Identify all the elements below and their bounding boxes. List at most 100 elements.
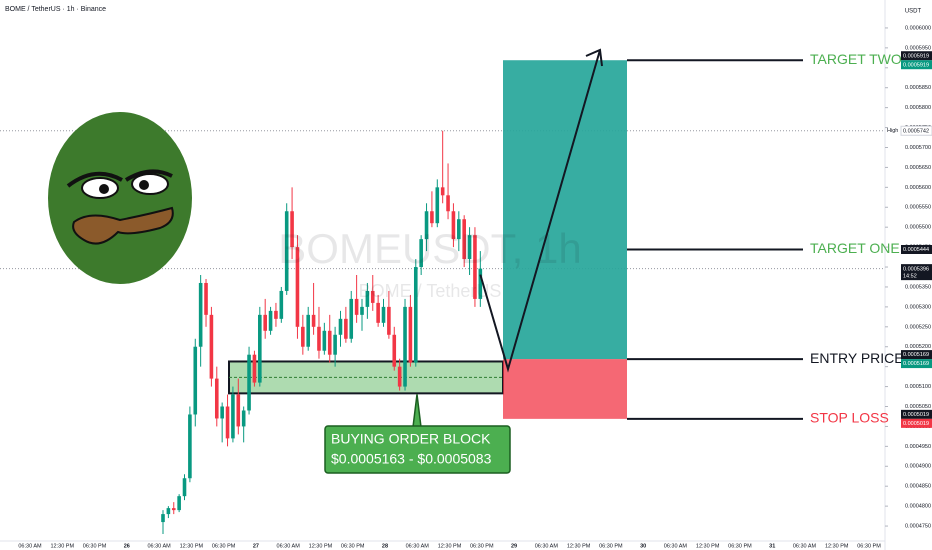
level-label: ENTRY PRICE (810, 350, 904, 366)
x-tick-label: 31 (769, 543, 775, 549)
candle-body (381, 306, 386, 323)
candle-body (214, 378, 219, 419)
pepe-eye (131, 173, 169, 195)
candle-body (403, 306, 407, 387)
candle-body (317, 326, 321, 351)
candle-body (327, 330, 332, 355)
candle-body (306, 314, 311, 347)
y-tick-label: 0.0004950 (905, 444, 931, 450)
x-tick-label: 06:30 PM (83, 543, 107, 549)
price-badge-label: 0.0005019 (903, 421, 929, 427)
candle-body (166, 508, 171, 515)
candle-body (301, 326, 305, 347)
candle-body (209, 314, 214, 379)
candle-body (274, 310, 278, 319)
y-tick-label: 0.0005500 (905, 225, 931, 231)
candle-body (462, 219, 466, 260)
price-badge (901, 51, 932, 61)
candle-body (478, 268, 483, 299)
pepe-mouth (72, 206, 174, 245)
price-badge (901, 359, 932, 369)
price-badge-label: 0.0005444 (903, 247, 929, 253)
x-tick-label: 12:30 PM (696, 543, 720, 549)
x-tick-label: 06:30 PM (599, 543, 623, 549)
y-tick-label: 0.0004850 (905, 484, 931, 490)
price-badge-label: 0.0005919 (903, 62, 929, 68)
last-price-label: 0.0005396 (903, 266, 929, 272)
candle-body (467, 235, 472, 260)
pepe-head (48, 112, 192, 284)
price-badge (900, 125, 932, 136)
x-tick-label: 06:30 AM (793, 543, 817, 549)
last-price-badge (901, 264, 932, 281)
watermark: BOMEUSDT, 1h (278, 225, 581, 272)
pepe-pupil (139, 180, 149, 190)
x-tick-label: 06:30 AM (147, 543, 171, 549)
x-tick-label: 12:30 PM (309, 543, 333, 549)
candle-body (252, 354, 257, 383)
candle-body (408, 306, 413, 363)
level-label: TARGET ONE (810, 240, 900, 256)
candle-body (231, 394, 235, 439)
candle-body (241, 410, 246, 427)
level-label: TARGET TWO (810, 51, 902, 67)
callout-range: $0.0005163 - $0.0005083 (331, 451, 492, 467)
watermark-subtitle: BOME / TetherUS (359, 281, 502, 301)
loss-zone (503, 359, 627, 419)
candle-body (193, 346, 198, 415)
pepe-brow (66, 171, 123, 188)
candle-body (397, 366, 402, 387)
candle-body (365, 290, 370, 307)
candle-body (413, 267, 418, 363)
candle-body (354, 298, 359, 315)
price-badge (901, 409, 932, 419)
candle-body (258, 314, 262, 383)
candle-body (311, 314, 316, 327)
x-tick-label: 29 (511, 543, 517, 549)
y-tick-label: 0.0005700 (905, 145, 931, 151)
x-tick-label: 12:30 PM (567, 543, 591, 549)
y-tick-label: 0.0005350 (905, 284, 931, 290)
candle-body (171, 508, 176, 511)
candle-body (435, 187, 440, 224)
candle-body (387, 306, 391, 335)
x-tick-label: 06:30 AM (277, 543, 301, 549)
x-tick-label: 12:30 PM (438, 543, 462, 549)
y-tick-label: 0.0005850 (905, 85, 931, 91)
x-tick-label: 12:30 PM (825, 543, 849, 549)
x-tick-label: 06:30 AM (406, 543, 430, 549)
candle-body (446, 195, 450, 212)
x-tick-label: 06:30 AM (535, 543, 559, 549)
candle-body (198, 282, 203, 347)
countdown-label: 14:52 (903, 274, 917, 280)
price-badge (901, 60, 932, 70)
candle-body (295, 247, 300, 327)
y-tick-label: 0.0004800 (905, 504, 931, 510)
candle-body (376, 302, 380, 323)
y-tick-label: 0.0005050 (905, 404, 931, 410)
y-tick-label: 0.0005950 (905, 45, 931, 51)
candle-body (188, 414, 192, 479)
y-tick-label: 0.0005100 (905, 384, 931, 390)
candle-body (263, 314, 267, 331)
high-label: High (887, 128, 898, 134)
candle-body (392, 334, 397, 367)
x-tick-label: 12:30 PM (50, 543, 74, 549)
callout-title: BUYING ORDER BLOCK (331, 431, 491, 447)
pepe-illustration (48, 112, 192, 284)
x-tick-label: 06:30 PM (728, 543, 752, 549)
y-tick-label: 0.0004750 (905, 524, 931, 530)
candle-body (333, 334, 337, 355)
y-tick-label: 0.0005800 (905, 105, 931, 111)
x-tick-label: 26 (124, 543, 130, 549)
candle-body (204, 282, 208, 315)
candle-body (430, 211, 434, 224)
candle-body (338, 318, 343, 335)
x-tick-label: 06:30 AM (664, 543, 688, 549)
y-tick-label: 0.0005250 (905, 324, 931, 330)
price-badge-label: 0.0005919 (903, 53, 929, 59)
x-tick-label: 06:30 PM (341, 543, 365, 549)
profit-zone (503, 60, 627, 360)
price-badge (901, 245, 932, 255)
x-tick-label: 30 (640, 543, 646, 549)
